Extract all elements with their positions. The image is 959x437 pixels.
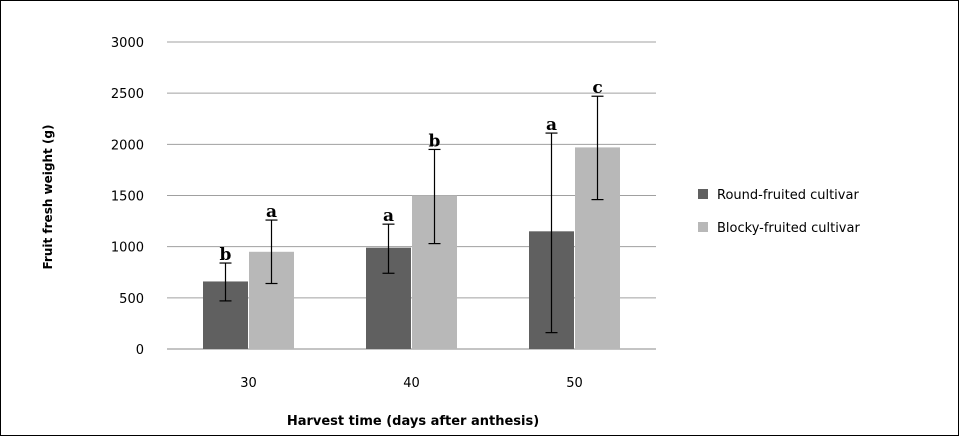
significance-letter: a [266,202,277,222]
significance-letter: a [546,115,557,135]
error-bars [219,95,604,334]
significance-letter: b [220,245,232,265]
significance-letter: a [383,206,394,226]
significance-letter: c [592,78,602,98]
y-tick-label: 2000 [111,138,144,153]
x-tick-label: 50 [566,376,583,391]
y-tick-label: 3000 [111,36,144,51]
significance-letter: b [429,131,441,151]
x-tick-labels: 30 40 50 [240,376,583,391]
error-bar [265,219,278,285]
legend-label: Blocky-fruited cultivar [717,221,860,236]
error-bar [545,132,558,334]
legend: Round-fruited cultivar Blocky-fruited cul… [698,188,860,236]
gridlines [167,41,656,350]
error-bar [591,95,604,201]
y-tick-label: 1000 [111,241,144,256]
y-tick-label: 0 [136,343,144,358]
error-bar [219,262,232,302]
x-axis-title: Harvest time (days after anthesis) [287,414,539,429]
error-bar [428,148,441,245]
legend-swatch [698,189,708,199]
x-tick-label: 40 [403,376,420,391]
bars [203,147,620,349]
legend-label: Round-fruited cultivar [717,188,859,203]
error-bar [382,223,395,274]
significance-letters: b a a b a c [220,78,603,265]
legend-item: Blocky-fruited cultivar [698,221,860,236]
legend-item: Round-fruited cultivar [698,188,859,203]
y-tick-label: 500 [119,292,144,307]
y-tick-label: 2500 [111,87,144,102]
y-axis-title: Fruit fresh weight (g) [41,124,55,269]
x-tick-label: 30 [240,376,257,391]
y-tick-label: 1500 [111,190,144,205]
legend-swatch [698,222,708,232]
y-tick-labels: 0 500 1000 1500 2000 2500 3000 [111,36,144,358]
